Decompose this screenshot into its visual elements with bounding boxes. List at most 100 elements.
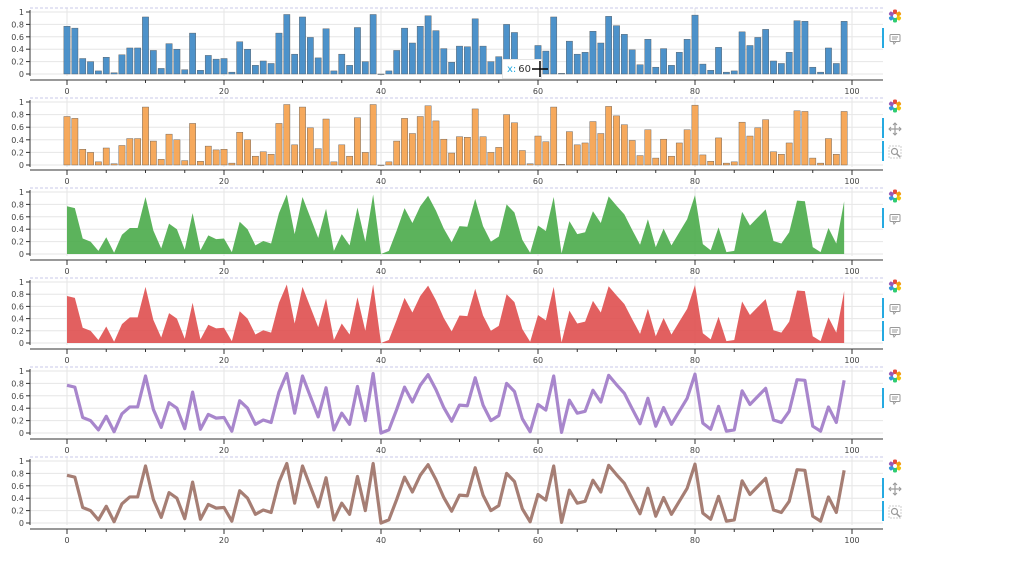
bar xyxy=(354,27,361,75)
bar xyxy=(275,32,283,75)
bar xyxy=(566,40,573,75)
bar xyxy=(840,111,848,166)
bar xyxy=(785,52,793,75)
hover-tooltip-icon[interactable] xyxy=(888,301,902,315)
y-tick-label: 1 xyxy=(19,367,24,376)
bar xyxy=(793,110,801,166)
active-tool-indicator xyxy=(882,208,884,228)
hover-tooltip-icon[interactable] xyxy=(888,391,902,405)
bar xyxy=(715,137,722,166)
bar xyxy=(778,154,785,166)
bar xyxy=(244,49,251,75)
bar xyxy=(675,52,683,75)
box-zoom-icon[interactable] xyxy=(888,504,902,519)
y-tick-label: 1 xyxy=(19,8,24,17)
bar xyxy=(817,71,824,75)
y-tick-label: 0.4 xyxy=(11,315,24,324)
bar xyxy=(440,48,448,75)
bar xyxy=(801,21,809,75)
x-tick-label: 40 xyxy=(376,87,386,96)
bar xyxy=(71,118,79,166)
bar xyxy=(134,47,141,75)
x-tick-label: 20 xyxy=(219,536,229,545)
bar xyxy=(668,155,675,166)
x-tick-label: 20 xyxy=(219,87,229,96)
bar xyxy=(597,133,605,166)
bar xyxy=(236,132,244,166)
y-tick-label: 0.2 xyxy=(11,58,24,67)
bar xyxy=(825,138,832,166)
bar xyxy=(754,127,762,166)
bar xyxy=(361,152,369,166)
y-tick-label: 0.8 xyxy=(11,379,24,388)
hover-tooltip-icon[interactable] xyxy=(888,211,902,225)
y-tick-label: 0.4 xyxy=(11,494,24,503)
bar xyxy=(142,106,149,166)
x-tick-label: 80 xyxy=(690,267,700,276)
active-tool-indicator xyxy=(882,388,884,408)
y-tick-label: 1 xyxy=(19,457,24,466)
x-tick-label: 100 xyxy=(844,356,859,365)
bar xyxy=(738,31,746,75)
active-tool-indicator xyxy=(882,28,884,48)
bar xyxy=(644,129,652,166)
bar xyxy=(707,70,715,75)
y-tick-label: 0.4 xyxy=(11,45,24,54)
x-tick-label: 80 xyxy=(690,87,700,96)
bar xyxy=(244,139,251,166)
tooltip-value: 60 xyxy=(518,63,532,75)
bar xyxy=(228,162,236,166)
bar xyxy=(338,53,346,75)
bar xyxy=(385,161,393,166)
bar xyxy=(346,155,353,166)
y-tick-label: 0 xyxy=(19,161,24,170)
bar xyxy=(762,29,769,75)
bar xyxy=(142,16,149,75)
x-tick-label: 60 xyxy=(533,267,543,276)
bar xyxy=(652,157,660,166)
bar xyxy=(542,50,550,75)
bar xyxy=(314,57,322,75)
bar xyxy=(581,142,589,166)
bar xyxy=(526,163,534,166)
bar xyxy=(307,37,314,75)
bar xyxy=(762,119,769,166)
active-tool-indicator xyxy=(882,321,884,341)
x-tick-label: 0 xyxy=(64,267,69,276)
bar xyxy=(723,71,730,75)
bar xyxy=(832,154,840,166)
bar xyxy=(228,71,236,75)
bar xyxy=(558,73,565,75)
active-tool-indicator xyxy=(882,118,884,138)
bar xyxy=(518,150,526,166)
hover-tooltip-icon[interactable] xyxy=(888,324,902,338)
y-tick-label: 0.2 xyxy=(11,417,24,426)
x-tick-label: 80 xyxy=(690,536,700,545)
bar xyxy=(283,104,291,166)
bar xyxy=(487,152,495,166)
bokeh-logo-icon xyxy=(888,368,902,383)
bar xyxy=(793,20,801,75)
pan-move-icon[interactable] xyxy=(888,481,902,496)
hover-tooltip-icon[interactable] xyxy=(888,31,902,45)
bar xyxy=(197,161,204,166)
y-tick-label: 0.8 xyxy=(11,469,24,478)
x-tick-label: 40 xyxy=(376,177,386,186)
box-zoom-icon[interactable] xyxy=(888,144,902,159)
y-tick-label: 0.2 xyxy=(11,238,24,247)
active-tool-indicator xyxy=(882,478,884,498)
active-tool-indicator xyxy=(882,501,884,521)
x-tick-label: 0 xyxy=(64,536,69,545)
x-tick-label: 80 xyxy=(690,446,700,455)
x-tick-label: 20 xyxy=(219,177,229,186)
bar xyxy=(456,45,463,75)
bar xyxy=(730,70,738,75)
bar xyxy=(369,104,377,166)
bar xyxy=(95,161,102,166)
bar xyxy=(259,151,267,166)
bar xyxy=(267,63,275,75)
bar xyxy=(503,114,510,166)
bar xyxy=(817,162,824,166)
bar xyxy=(660,138,667,166)
pan-move-icon[interactable] xyxy=(888,121,902,136)
